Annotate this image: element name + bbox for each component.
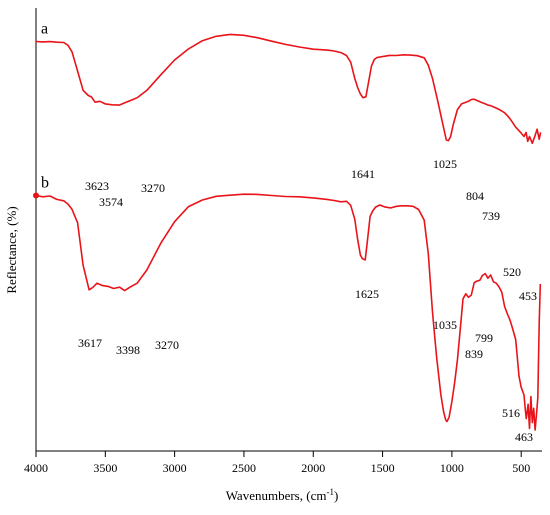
peak-label: 3270 (141, 181, 165, 195)
x-axis-title-superscript: -1 (326, 487, 334, 497)
y-axis-title: Reflectance, (%) (4, 206, 19, 293)
series-b-label: b (41, 174, 49, 191)
peak-label: 1625 (355, 287, 379, 301)
axes (35, 8, 542, 452)
peak-label: 739 (482, 209, 500, 223)
peak-labels: 3623 3574 3270 1641 1025 804 739 520 453 3617 3398… (78, 157, 537, 444)
series-b-start-marker (33, 192, 39, 199)
x-tick-label: 2000 (301, 461, 325, 475)
series-b-line (35, 193, 542, 431)
peak-label: 3623 (85, 179, 109, 193)
peak-label: 1641 (351, 167, 375, 181)
x-tick-label: 2500 (232, 461, 256, 475)
x-axis-title-suffix: ) (334, 488, 338, 503)
x-tick-label: 500 (512, 461, 530, 475)
peak-label: 3617 (78, 336, 102, 350)
peak-label: 799 (475, 331, 493, 345)
peak-label: 463 (515, 430, 533, 444)
x-tick-label: 1000 (440, 461, 464, 475)
x-tick-label: 3500 (93, 461, 117, 475)
peak-label: 3398 (116, 343, 140, 357)
peak-label: 3270 (155, 338, 179, 352)
plot-area: ab (33, 20, 542, 431)
x-tick-label: 1500 (371, 461, 395, 475)
x-axis-title: Wavenumbers, (cm-1) (226, 487, 339, 503)
x-ticks: 4000 3500 3000 2500 2000 1500 1000 500 (24, 451, 530, 475)
peak-label: 3574 (99, 195, 123, 209)
series-a-label: a (41, 20, 48, 37)
peak-label: 520 (503, 265, 521, 279)
peak-label: 516 (502, 406, 520, 420)
x-tick-label: 3000 (163, 461, 187, 475)
peak-label: 839 (465, 347, 483, 361)
peak-label: 1025 (433, 157, 457, 171)
peak-label: 804 (466, 189, 484, 203)
series-a-line (35, 33, 542, 145)
peak-label: 1035 (433, 318, 457, 332)
peak-label: 453 (519, 289, 537, 303)
x-tick-label: 4000 (24, 461, 48, 475)
